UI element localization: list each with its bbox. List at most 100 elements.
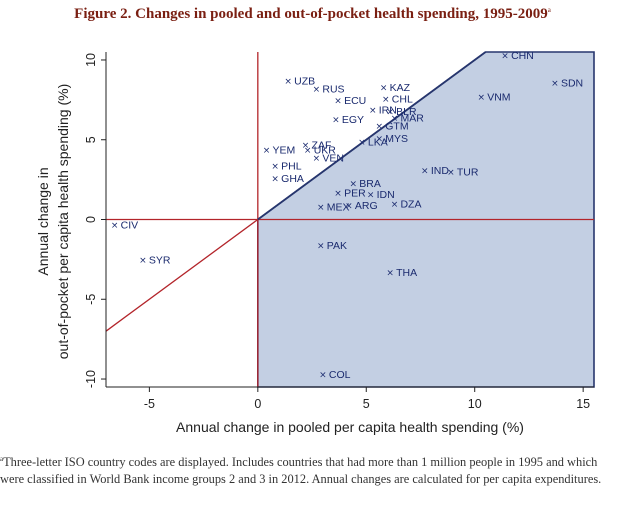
data-point-syr: × SYR — [139, 254, 171, 266]
y-axis-title-line-2: out-of-pocket per capita health spending… — [55, 84, 71, 360]
x-tick-label: -5 — [144, 397, 155, 411]
data-point-marker: × — [302, 141, 310, 151]
data-point-label: VEN — [322, 152, 344, 164]
data-point-marker: × — [313, 85, 321, 95]
data-point-marker: × — [358, 138, 366, 148]
data-point-col: × COL — [319, 369, 351, 381]
figure-title-footnote-marker: a — [547, 6, 551, 14]
data-point-label: PHL — [281, 160, 302, 172]
data-point-label: COL — [329, 369, 351, 381]
data-point-label: IND — [431, 165, 450, 177]
data-point-label: GTM — [385, 120, 408, 132]
figure-footnote: aThree-letter ISO country codes are disp… — [0, 451, 622, 488]
data-point-chl: × CHL — [382, 93, 413, 105]
data-point-marker: × — [447, 168, 455, 178]
data-point-label: MAR — [400, 112, 424, 124]
data-point-label: RUS — [322, 84, 344, 96]
data-point-label: ZAF — [312, 140, 332, 152]
data-point-ind: × IND — [421, 165, 449, 177]
data-point-label: SDN — [561, 77, 583, 89]
data-point-marker: × — [334, 96, 342, 106]
data-points-layer: × CHN× SDN× UZB× RUS × KAZ× ECU × CHL× IRN× BLR× VNM… — [111, 50, 583, 381]
data-point-marker: × — [334, 189, 342, 199]
data-point-label: IRN — [379, 104, 397, 116]
data-point-marker: × — [317, 203, 325, 213]
data-point-label: PER — [344, 187, 366, 199]
x-tick-label: 15 — [576, 397, 590, 411]
data-point-idn: × IDN — [367, 189, 395, 201]
x-axis-title: Annual change in pooled per capita healt… — [176, 419, 524, 435]
data-point-marker: × — [313, 154, 321, 164]
data-point-tha: × THA — [386, 267, 417, 279]
data-point-marker: × — [421, 167, 429, 177]
data-point-label: CIV — [121, 219, 139, 231]
figure-title: Figure 2. Changes in pooled and out-of-p… — [0, 6, 625, 23]
data-point-label: MEX — [327, 202, 350, 214]
data-point-marker: × — [349, 179, 357, 189]
data-point-civ: × CIV — [111, 219, 138, 231]
data-point-kaz: × KAZ — [380, 82, 411, 94]
data-point-label: THA — [396, 267, 417, 279]
data-point-yem: × YEM — [263, 144, 296, 156]
data-point-marker: × — [376, 135, 384, 145]
data-point-marker: × — [391, 114, 399, 124]
data-point-blr: × BLR — [386, 106, 417, 118]
data-point-gtm: × GTM — [376, 120, 409, 132]
data-point-marker: × — [271, 175, 279, 185]
data-point-label: CHN — [511, 50, 534, 62]
data-point-mex: × MEX — [317, 202, 350, 214]
x-tick-label: 0 — [254, 397, 261, 411]
data-point-irn: × IRN — [369, 104, 397, 116]
data-point-ecu: × ECU — [334, 95, 366, 107]
data-point-label: SYR — [149, 254, 171, 266]
data-point-label: LKA — [368, 136, 388, 148]
data-point-marker: × — [263, 146, 271, 156]
data-point-chn: × CHN — [501, 50, 534, 62]
data-point-label: YEM — [272, 144, 295, 156]
data-point-marker: × — [386, 269, 394, 279]
data-point-label: TUR — [457, 167, 479, 179]
data-point-phl: × PHL — [271, 160, 301, 172]
y-tick-label: -5 — [84, 294, 98, 305]
reference-lines-layer — [105, 51, 594, 387]
data-point-pak: × PAK — [317, 240, 347, 252]
data-point-marker: × — [380, 84, 388, 94]
data-point-tur: × TUR — [447, 167, 479, 179]
diagonal-line-upper — [257, 51, 487, 221]
data-point-marker: × — [501, 52, 509, 62]
data-point-marker: × — [284, 77, 292, 87]
data-point-per: × PER — [334, 187, 366, 199]
data-point-marker: × — [376, 122, 384, 132]
data-point-label: CHL — [392, 93, 413, 105]
data-point-gha: × GHA — [271, 173, 304, 185]
data-point-label: ECU — [344, 95, 366, 107]
data-point-dza: × DZA — [391, 199, 422, 211]
data-point-marker: × — [391, 200, 399, 210]
y-tick-label: 0 — [84, 216, 98, 223]
data-point-sdn: × SDN — [551, 77, 583, 89]
y-axis-title-line-1: Annual change in — [35, 167, 51, 275]
data-point-label: KAZ — [390, 82, 411, 94]
data-point-bra: × BRA — [349, 178, 380, 190]
data-point-label: BLR — [396, 106, 417, 118]
data-point-mar: × MAR — [391, 112, 425, 124]
axes-layer: -5 0 5 10 15 -10 -5 0 5 10 — [84, 52, 594, 411]
data-point-egy: × EGY — [332, 114, 364, 126]
data-point-marker: × — [382, 95, 390, 105]
y-tick-label: 10 — [84, 53, 98, 67]
data-point-label: GHA — [281, 173, 304, 185]
data-point-mys: × MYS — [376, 133, 409, 145]
footnote-marker: a — [0, 455, 4, 463]
data-point-marker: × — [332, 116, 340, 126]
data-point-marker: × — [271, 162, 279, 172]
data-point-marker: × — [317, 242, 325, 252]
data-point-rus: × RUS — [313, 84, 345, 96]
data-point-label: EGY — [342, 114, 364, 126]
data-point-marker: × — [386, 108, 394, 118]
x-tick-label: 5 — [363, 397, 370, 411]
data-point-label: UZB — [294, 76, 315, 88]
data-point-label: BRA — [359, 178, 381, 190]
data-point-marker: × — [111, 221, 119, 231]
data-point-marker: × — [139, 256, 147, 266]
